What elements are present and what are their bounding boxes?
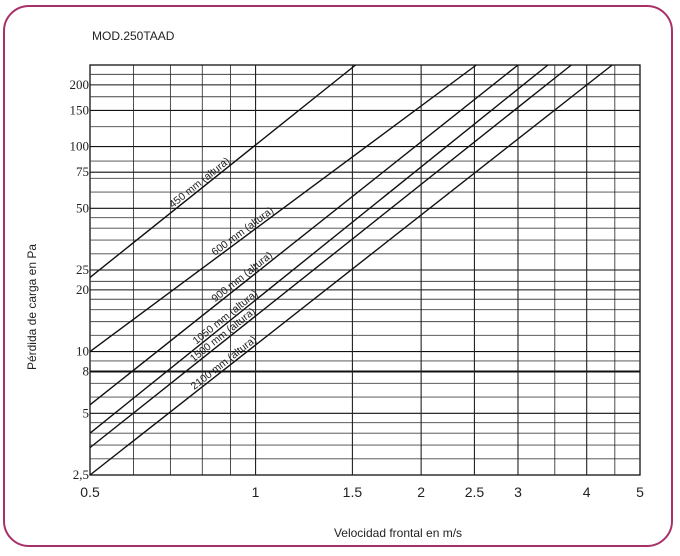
x-tick-label: 5 [636, 484, 644, 500]
series-line [89, 64, 613, 476]
y-tick-label: 8 [83, 363, 90, 378]
y-tick-label: 10 [76, 344, 89, 359]
x-tick-label: 1 [252, 484, 260, 500]
series-lines [89, 64, 613, 476]
y-axis-label: Pérdida de carga en Pa [25, 244, 39, 370]
x-tick-label: 4 [583, 484, 591, 500]
series-line [89, 64, 477, 353]
series-line [89, 64, 572, 449]
x-tick-label: 1.5 [343, 484, 363, 500]
chart-frame [3, 5, 673, 547]
series-labels: 450 mm (altura)600 mm (altura)900 mm (al… [167, 155, 276, 392]
y-tick-label: 20 [76, 282, 89, 297]
y-tick-label: 5 [83, 405, 90, 420]
chart-title: MOD.250TAAD [92, 29, 175, 43]
series-line [89, 64, 519, 406]
tick-labels: 2,5 5 8 10 20 25 50 75 100 150 200 0.5 1 1.5 2 2.5 3 4 5 [70, 77, 645, 500]
x-axis-label: Velocidad frontal en m/s [334, 526, 462, 540]
y-tick-label: 25 [76, 262, 89, 277]
grid [89, 64, 641, 476]
y-tick-label: 2,5 [73, 467, 89, 482]
y-tick-label: 150 [70, 102, 90, 117]
x-tick-label: 3 [514, 484, 522, 500]
y-tick-label: 75 [76, 164, 89, 179]
y-tick-label: 50 [76, 200, 89, 215]
x-tick-label: 2.5 [465, 484, 485, 500]
series-line [89, 64, 549, 434]
series-line [89, 64, 357, 278]
y-tick-label: 100 [70, 139, 90, 154]
x-tick-label: 0.5 [80, 484, 100, 500]
series-label: 450 mm (altura) [167, 155, 232, 211]
x-tick-label: 2 [417, 484, 425, 500]
y-tick-label: 200 [70, 77, 90, 92]
